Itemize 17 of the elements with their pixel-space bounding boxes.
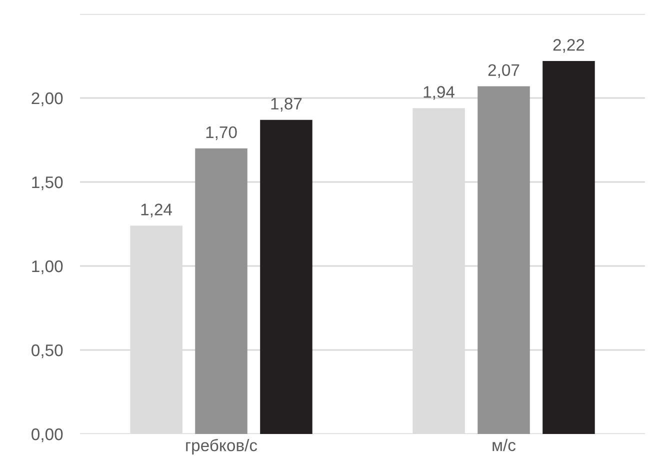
bar bbox=[260, 120, 312, 434]
bar bbox=[478, 86, 530, 434]
y-tick-label: 1,50 bbox=[32, 176, 63, 190]
data-label: 2,22 bbox=[553, 39, 584, 53]
x-tick-label: гребков/с bbox=[186, 438, 258, 455]
data-label: 1,87 bbox=[271, 98, 302, 112]
y-tick-label: 2,00 bbox=[32, 92, 63, 106]
data-label: 2,07 bbox=[488, 64, 520, 78]
data-label: 1,24 bbox=[141, 204, 172, 218]
x-tick-label: м/с bbox=[492, 438, 516, 452]
y-tick-label: 0,50 bbox=[32, 344, 63, 358]
data-label: 1,70 bbox=[206, 126, 237, 140]
data-label: 1,94 bbox=[424, 86, 455, 100]
bar bbox=[195, 148, 248, 434]
y-tick-label: 1,00 bbox=[32, 260, 63, 274]
y-tick-label: 0,00 bbox=[32, 428, 63, 442]
bar bbox=[542, 61, 595, 434]
